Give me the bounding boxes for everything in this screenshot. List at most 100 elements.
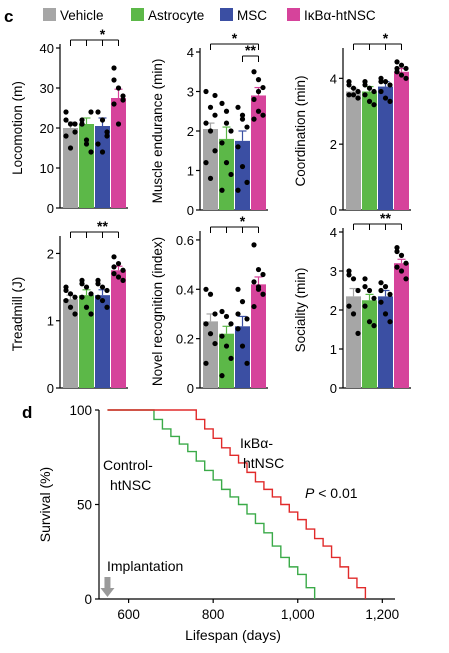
data-point bbox=[239, 112, 246, 118]
bar-3 bbox=[251, 284, 266, 388]
data-point bbox=[355, 330, 361, 336]
y-axis-label: Treadmill (J) bbox=[10, 277, 25, 352]
data-point bbox=[207, 331, 214, 337]
data-point bbox=[251, 303, 257, 310]
legend-swatch-3 bbox=[287, 8, 300, 21]
data-point bbox=[244, 316, 250, 322]
data-point bbox=[371, 102, 377, 108]
y-tick-label: 4 bbox=[187, 45, 194, 60]
sig-label: ** bbox=[380, 210, 391, 226]
data-point bbox=[260, 84, 266, 91]
data-point bbox=[207, 128, 214, 134]
data-point bbox=[228, 321, 234, 327]
x-tick-label: 1,000 bbox=[281, 607, 315, 622]
data-point bbox=[366, 319, 373, 325]
data-point bbox=[95, 109, 101, 115]
y-axis-label: Locomotion (m) bbox=[10, 81, 25, 175]
data-point bbox=[72, 294, 78, 300]
data-point bbox=[362, 276, 368, 282]
data-point bbox=[212, 148, 218, 154]
bar-2 bbox=[235, 326, 250, 388]
data-point bbox=[79, 117, 85, 123]
data-point bbox=[95, 141, 101, 147]
y-tick-label: 0.2 bbox=[176, 332, 194, 347]
y-tick-label: 4 bbox=[330, 225, 337, 240]
data-point bbox=[382, 284, 389, 290]
bar-1 bbox=[79, 295, 94, 388]
bar-0 bbox=[63, 128, 78, 208]
data-point bbox=[223, 160, 230, 166]
panel-d-letter: d bbox=[22, 403, 32, 422]
data-point bbox=[346, 268, 352, 274]
bar-panel-5: 0 1 2 3 4 Sociality (min) ** bbox=[293, 210, 411, 396]
y-tick-label: 4 bbox=[330, 71, 337, 86]
data-point bbox=[111, 77, 117, 83]
data-point bbox=[223, 343, 230, 349]
data-point bbox=[63, 109, 69, 115]
data-point bbox=[219, 373, 225, 379]
data-point bbox=[244, 124, 250, 130]
sig-label: ** bbox=[97, 218, 108, 234]
data-point bbox=[228, 128, 234, 134]
data-point bbox=[255, 266, 262, 273]
data-point bbox=[63, 297, 69, 304]
data-point bbox=[350, 85, 357, 91]
y-tick-label: 50 bbox=[77, 498, 92, 513]
bar-3 bbox=[394, 71, 409, 210]
data-point bbox=[235, 144, 241, 150]
data-point bbox=[378, 79, 384, 85]
legend-swatch-1 bbox=[131, 8, 144, 21]
data-point bbox=[67, 304, 74, 310]
data-point bbox=[382, 311, 389, 317]
implantation-arrow-shaft bbox=[104, 577, 111, 589]
data-point bbox=[212, 311, 218, 317]
data-point bbox=[346, 303, 352, 309]
data-point bbox=[63, 133, 69, 139]
control-label-1: Control- bbox=[103, 457, 153, 473]
data-point bbox=[235, 326, 241, 332]
y-tick-label: 2 bbox=[47, 246, 54, 261]
data-point bbox=[239, 299, 246, 305]
data-point bbox=[382, 79, 389, 85]
data-point bbox=[212, 340, 218, 347]
y-tick-label: 1 bbox=[187, 164, 194, 179]
data-point bbox=[251, 116, 257, 122]
data-point bbox=[235, 286, 241, 292]
y-axis-label: Novel recognition (index) bbox=[150, 237, 165, 386]
sig-label: * bbox=[383, 30, 389, 46]
data-point bbox=[72, 121, 78, 127]
legend-label-3: IκBα-htNSC bbox=[304, 8, 376, 23]
bar-2 bbox=[235, 140, 250, 210]
y-tick-label: 0 bbox=[47, 201, 54, 216]
data-point bbox=[207, 175, 214, 181]
y-axis-label: Sociality (min) bbox=[293, 268, 308, 353]
panel-c-letter: c bbox=[4, 7, 13, 26]
data-point bbox=[371, 295, 377, 301]
data-point bbox=[387, 82, 393, 88]
data-point bbox=[251, 242, 257, 248]
data-point bbox=[88, 109, 94, 115]
data-point bbox=[244, 179, 250, 185]
data-point bbox=[260, 271, 266, 278]
data-point bbox=[83, 137, 90, 143]
data-point bbox=[83, 284, 90, 290]
data-point bbox=[235, 104, 241, 110]
data-point bbox=[104, 129, 110, 135]
data-point bbox=[111, 65, 117, 71]
sig-label: * bbox=[240, 213, 246, 229]
data-point bbox=[120, 277, 126, 283]
data-point bbox=[83, 141, 90, 147]
data-point bbox=[88, 311, 94, 317]
y-tick-label: 1 bbox=[47, 314, 54, 329]
bar-2 bbox=[378, 296, 393, 388]
y-tick-label: 30 bbox=[40, 81, 54, 96]
data-point bbox=[120, 97, 126, 103]
data-point bbox=[79, 294, 85, 300]
data-point bbox=[387, 291, 393, 297]
y-tick-label: 20 bbox=[40, 121, 54, 136]
sig-label: ** bbox=[245, 42, 256, 58]
bar-0 bbox=[63, 299, 78, 388]
data-point bbox=[219, 100, 225, 106]
